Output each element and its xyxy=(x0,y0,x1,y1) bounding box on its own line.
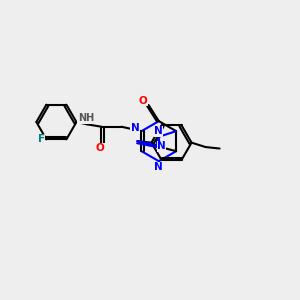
Text: N: N xyxy=(157,142,166,152)
Text: N: N xyxy=(130,123,140,133)
Text: F: F xyxy=(38,134,45,144)
Text: N: N xyxy=(154,162,163,172)
Text: N: N xyxy=(154,127,163,136)
Text: O: O xyxy=(96,143,104,153)
Text: NH: NH xyxy=(78,113,94,124)
Text: O: O xyxy=(139,95,148,106)
